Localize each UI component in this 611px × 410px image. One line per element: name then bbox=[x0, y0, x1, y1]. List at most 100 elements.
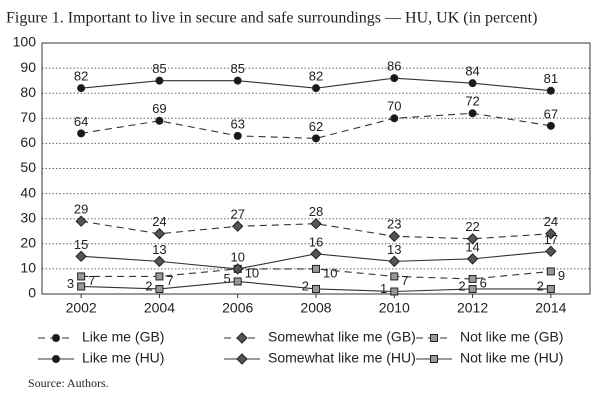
data-label: 62 bbox=[309, 119, 323, 134]
y-tick-label: 70 bbox=[20, 109, 36, 125]
x-tick-label: 2014 bbox=[535, 300, 566, 316]
data-point bbox=[546, 284, 555, 293]
data-label: 81 bbox=[544, 71, 558, 86]
data-point bbox=[312, 134, 320, 143]
data-point bbox=[153, 255, 166, 268]
data-point bbox=[232, 220, 244, 232]
data-label: 24 bbox=[152, 214, 166, 229]
data-label: 3 bbox=[67, 276, 74, 291]
data-label: 85 bbox=[230, 61, 244, 76]
data-point bbox=[390, 74, 399, 83]
data-point bbox=[390, 272, 399, 281]
data-label: 24 bbox=[544, 214, 558, 229]
data-label: 2 bbox=[302, 278, 309, 293]
y-tick-label: 40 bbox=[20, 184, 36, 200]
data-label: 70 bbox=[387, 99, 401, 114]
data-point bbox=[468, 109, 477, 118]
data-point bbox=[546, 86, 555, 95]
data-point bbox=[153, 228, 166, 240]
data-label: 10 bbox=[245, 265, 259, 280]
data-label: 16 bbox=[309, 234, 323, 249]
y-tick-label: 0 bbox=[28, 285, 36, 301]
legend-marker bbox=[430, 334, 438, 342]
data-label: 28 bbox=[309, 204, 323, 219]
legend-label: Not like me (GB) bbox=[460, 329, 563, 345]
data-label: 2 bbox=[537, 278, 544, 293]
data-point bbox=[155, 272, 164, 281]
data-point bbox=[466, 233, 479, 245]
data-label: 82 bbox=[309, 69, 323, 84]
data-label: 63 bbox=[230, 116, 244, 131]
data-label: 86 bbox=[387, 59, 401, 74]
data-point bbox=[546, 121, 555, 130]
data-label: 10 bbox=[230, 249, 244, 264]
data-point bbox=[468, 79, 477, 88]
data-point bbox=[155, 116, 164, 125]
data-point bbox=[232, 263, 244, 275]
data-label: 22 bbox=[465, 219, 479, 234]
data-point bbox=[77, 129, 86, 138]
data-point bbox=[312, 284, 320, 293]
legend-label: Like me (HU) bbox=[82, 350, 164, 366]
legend-label: Somewhat like me (HU) bbox=[268, 350, 416, 366]
data-label: 2 bbox=[458, 278, 465, 293]
data-point bbox=[312, 264, 320, 273]
legend-label: Like me (GB) bbox=[82, 329, 164, 345]
data-point bbox=[546, 267, 555, 276]
data-label: 23 bbox=[387, 217, 401, 232]
data-point bbox=[390, 114, 399, 123]
data-label: 6 bbox=[480, 275, 487, 290]
data-point bbox=[466, 253, 479, 265]
data-label: 2 bbox=[145, 278, 152, 293]
data-label: 84 bbox=[465, 64, 479, 79]
x-tick-label: 2008 bbox=[300, 300, 331, 316]
data-label: 27 bbox=[230, 207, 244, 222]
y-tick-label: 100 bbox=[13, 34, 37, 50]
data-label: 64 bbox=[74, 114, 88, 129]
data-label: 85 bbox=[152, 61, 166, 76]
chart-title: Figure 1. Important to live in secure an… bbox=[6, 10, 537, 27]
data-point bbox=[545, 245, 557, 258]
data-point bbox=[390, 287, 399, 296]
legend-marker bbox=[430, 355, 438, 363]
data-label: 7 bbox=[166, 273, 173, 288]
data-label: 13 bbox=[387, 242, 401, 257]
data-label: 5 bbox=[223, 271, 230, 286]
data-point bbox=[75, 215, 87, 227]
data-label: 13 bbox=[152, 242, 166, 257]
y-tick-label: 50 bbox=[20, 159, 36, 175]
data-point bbox=[312, 84, 320, 93]
y-tick-label: 10 bbox=[20, 260, 36, 276]
data-point bbox=[155, 284, 164, 293]
data-point bbox=[388, 230, 400, 242]
y-tick-label: 30 bbox=[20, 209, 36, 225]
data-label: 15 bbox=[74, 237, 88, 252]
x-tick-label: 2010 bbox=[379, 300, 410, 316]
y-tick-label: 90 bbox=[20, 59, 36, 75]
data-label: 72 bbox=[465, 94, 479, 109]
x-tick-label: 2012 bbox=[457, 300, 488, 316]
data-label: 7 bbox=[401, 273, 408, 288]
data-label: 14 bbox=[465, 239, 479, 254]
data-label: 29 bbox=[74, 202, 88, 217]
data-point bbox=[468, 284, 477, 293]
data-point bbox=[233, 277, 242, 286]
legend-marker bbox=[52, 334, 60, 342]
data-label: 9 bbox=[558, 268, 565, 283]
x-tick-label: 2002 bbox=[66, 300, 97, 316]
data-label: 1 bbox=[380, 281, 387, 296]
data-label: 10 bbox=[323, 265, 337, 280]
data-point bbox=[77, 84, 86, 93]
data-label: 17 bbox=[544, 232, 558, 247]
data-point bbox=[388, 255, 400, 268]
legend-label: Somewhat like me (GB) bbox=[268, 329, 416, 345]
data-label: 82 bbox=[74, 69, 88, 84]
y-tick-label: 80 bbox=[20, 84, 36, 100]
data-point bbox=[310, 248, 322, 260]
data-point bbox=[75, 250, 87, 263]
source-note: Source: Authors. bbox=[28, 376, 109, 390]
x-tick-label: 2004 bbox=[144, 300, 175, 316]
data-point bbox=[310, 218, 322, 230]
data-point bbox=[155, 76, 164, 85]
data-label: 69 bbox=[152, 101, 166, 116]
